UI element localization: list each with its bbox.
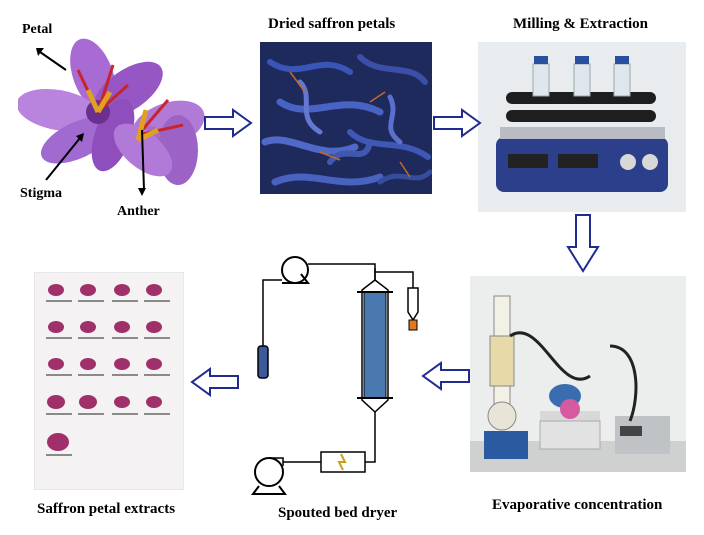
petal-label: Petal	[22, 22, 53, 37]
spouted-bed-title: Spouted bed dryer	[278, 505, 398, 521]
arrow-down-icon	[566, 214, 600, 273]
arrow-left-icon	[421, 361, 470, 391]
evaporative-title: Evaporative concentration	[492, 497, 663, 513]
arrow-right-icon	[204, 108, 253, 138]
cyclone-collector	[375, 271, 419, 331]
blower-icon	[251, 457, 287, 495]
stigma-label: Stigma	[20, 186, 62, 201]
recirculation-pump-icon	[281, 256, 311, 284]
feed-tube	[257, 345, 269, 379]
anther-label: Anther	[117, 204, 160, 219]
spouted-bed-diagram	[251, 256, 419, 495]
milling-title: Milling & Extraction	[513, 16, 648, 32]
saffron-flower-image	[18, 38, 205, 196]
evaporator-image	[470, 276, 686, 472]
dried-petals-image	[260, 42, 432, 194]
arrow-right-icon	[433, 108, 482, 138]
arrow-left-icon	[190, 367, 239, 397]
spouted-bed-column	[357, 268, 393, 414]
shaker-image	[478, 42, 686, 212]
extracts-title: Saffron petal extracts	[37, 501, 176, 517]
extracts-image	[34, 272, 184, 490]
dried-petals-title: Dried saffron petals	[268, 16, 396, 32]
heater-box	[320, 451, 366, 473]
